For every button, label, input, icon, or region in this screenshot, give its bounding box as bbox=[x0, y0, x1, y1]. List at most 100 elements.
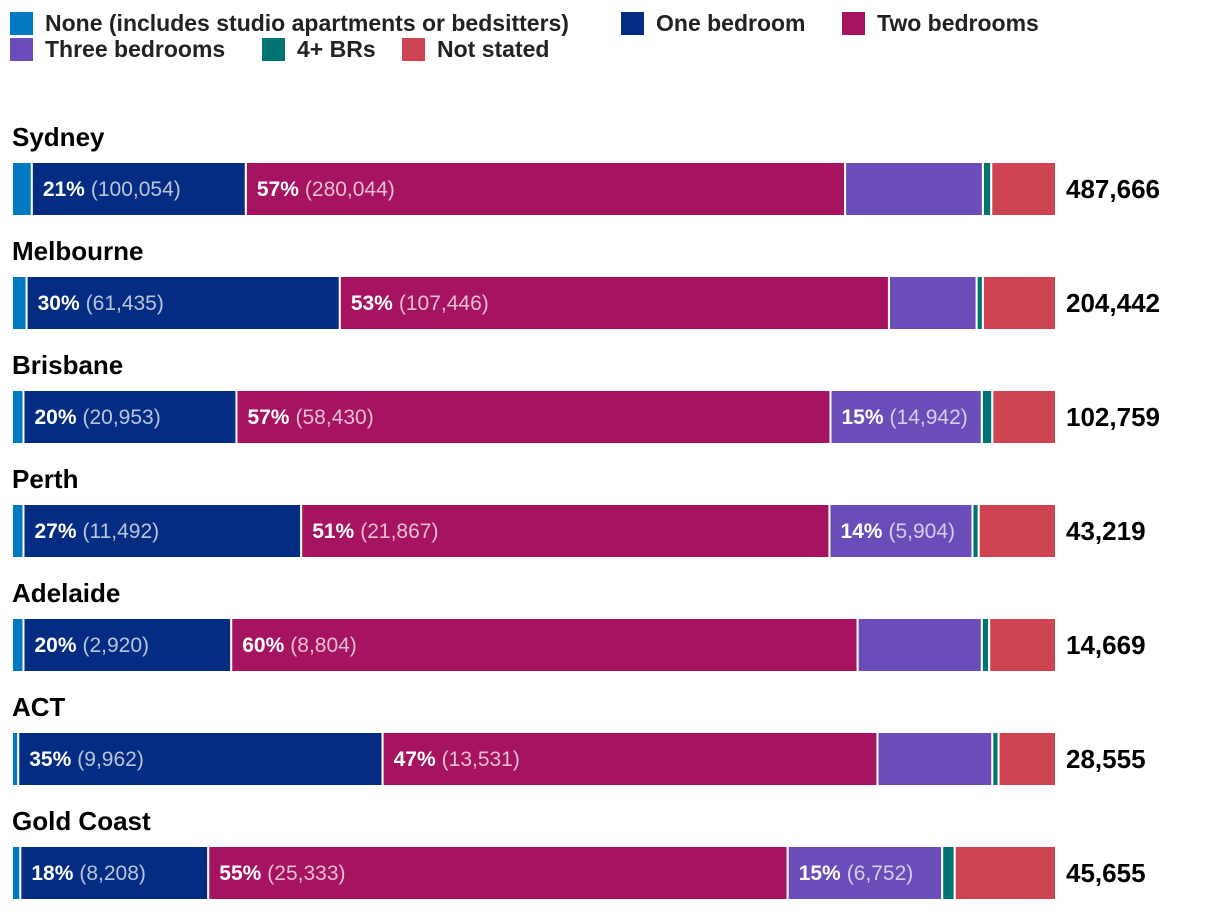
segment-count: (13,531) bbox=[442, 748, 520, 771]
segment-label: 30% (61,435) bbox=[38, 292, 164, 315]
bar-segment bbox=[207, 845, 789, 901]
bar-segment bbox=[17, 731, 384, 787]
bar-segment bbox=[11, 275, 28, 331]
legend-swatch bbox=[10, 12, 33, 35]
segment-percent: 57% bbox=[257, 178, 299, 201]
city-label: Adelaide bbox=[12, 578, 120, 608]
bar-total: 14,669 bbox=[1066, 630, 1146, 660]
legend-label: None (includes studio apartments or beds… bbox=[45, 10, 569, 36]
bar-segment bbox=[11, 503, 25, 559]
legend-swatch bbox=[402, 38, 425, 61]
bar-total: 45,655 bbox=[1066, 858, 1146, 888]
bar-segment bbox=[230, 617, 859, 673]
legend-item: Not stated bbox=[402, 36, 549, 63]
bar-segment bbox=[991, 389, 1058, 445]
segment-label: 57% (280,044) bbox=[257, 178, 395, 201]
bar-segment bbox=[22, 503, 303, 559]
segment-percent: 20% bbox=[34, 406, 76, 429]
city-label: Sydney bbox=[12, 122, 105, 152]
bar-segment bbox=[953, 845, 1057, 901]
bar-segment bbox=[22, 617, 233, 673]
bar-segment bbox=[988, 617, 1057, 673]
segment-percent: 51% bbox=[312, 520, 354, 543]
legend-item: Three bedrooms bbox=[10, 36, 225, 63]
bar-segment bbox=[828, 503, 974, 559]
segment-percent: 14% bbox=[840, 520, 882, 543]
bar-segment bbox=[981, 161, 993, 217]
segment-count: (14,942) bbox=[890, 406, 968, 429]
segment-percent: 15% bbox=[842, 406, 884, 429]
bar-segment bbox=[244, 161, 847, 217]
segment-count: (2,920) bbox=[83, 634, 150, 657]
legend-swatch bbox=[842, 12, 865, 35]
segment-count: (107,446) bbox=[399, 292, 489, 315]
segment-label: 18% (8,208) bbox=[31, 862, 146, 885]
bar-segment bbox=[887, 275, 978, 331]
segment-percent: 21% bbox=[43, 178, 85, 201]
bar-segment bbox=[11, 389, 25, 445]
segment-label: 20% (2,920) bbox=[34, 634, 149, 657]
segment-percent: 15% bbox=[799, 862, 841, 885]
segment-label: 21% (100,054) bbox=[43, 178, 181, 201]
segment-percent: 20% bbox=[34, 634, 76, 657]
segment-count: (20,953) bbox=[83, 406, 161, 429]
segment-label: 60% (8,804) bbox=[242, 634, 357, 657]
bar-segment bbox=[11, 845, 22, 901]
city-label: Gold Coast bbox=[12, 806, 151, 836]
legend-label: Three bedrooms bbox=[45, 36, 226, 62]
segment-percent: 18% bbox=[31, 862, 73, 885]
city-label: ACT bbox=[12, 692, 66, 722]
segment-label: 57% (58,430) bbox=[247, 406, 373, 429]
segment-label: 51% (21,867) bbox=[312, 520, 438, 543]
bar-segment bbox=[11, 161, 33, 217]
legend-label: 4+ BRs bbox=[297, 36, 376, 62]
legend-swatch bbox=[621, 12, 644, 35]
city-label: Perth bbox=[12, 464, 78, 494]
segment-count: (6,752) bbox=[847, 862, 914, 885]
segment-label: 55% (25,333) bbox=[219, 862, 345, 885]
segment-count: (61,435) bbox=[86, 292, 164, 315]
bar-segment bbox=[856, 617, 983, 673]
city-label: Melbourne bbox=[12, 236, 143, 266]
segment-label: 15% (14,942) bbox=[842, 406, 968, 429]
segment-percent: 60% bbox=[242, 634, 284, 657]
bar-segment bbox=[11, 617, 25, 673]
segment-percent: 35% bbox=[29, 748, 71, 771]
legend-item: None (includes studio apartments or beds… bbox=[10, 10, 569, 37]
segment-percent: 27% bbox=[34, 520, 76, 543]
segment-label: 14% (5,904) bbox=[840, 520, 955, 543]
segment-label: 15% (6,752) bbox=[799, 862, 914, 885]
bar-segment bbox=[981, 275, 1057, 331]
segment-count: (100,054) bbox=[91, 178, 181, 201]
bar-total: 28,555 bbox=[1066, 744, 1146, 774]
segment-count: (5,904) bbox=[888, 520, 955, 543]
segment-count: (8,208) bbox=[79, 862, 146, 885]
bar-segment bbox=[990, 161, 1058, 217]
bar-segment bbox=[844, 161, 984, 217]
segment-percent: 30% bbox=[38, 292, 80, 315]
bar-segment bbox=[19, 845, 210, 901]
segment-percent: 57% bbox=[247, 406, 289, 429]
segment-count: (25,333) bbox=[267, 862, 345, 885]
segment-label: 27% (11,492) bbox=[34, 520, 159, 543]
bar-segment bbox=[997, 731, 1058, 787]
bar-segment bbox=[876, 731, 994, 787]
segment-count: (280,044) bbox=[305, 178, 395, 201]
segment-count: (9,962) bbox=[77, 748, 144, 771]
segment-label: 47% (13,531) bbox=[394, 748, 520, 771]
segment-label: 20% (20,953) bbox=[34, 406, 160, 429]
segment-count: (11,492) bbox=[83, 520, 160, 543]
city-label: Brisbane bbox=[12, 350, 123, 380]
legend-item: 4+ BRs bbox=[262, 36, 376, 63]
bar-segment bbox=[30, 161, 247, 217]
segment-percent: 47% bbox=[394, 748, 436, 771]
bar-segment bbox=[941, 845, 956, 901]
bar-total: 487,666 bbox=[1066, 174, 1160, 204]
bar-segment bbox=[338, 275, 890, 331]
segment-count: (21,867) bbox=[360, 520, 438, 543]
segment-label: 53% (107,446) bbox=[351, 292, 489, 315]
legend-label: Not stated bbox=[437, 36, 550, 62]
legend-item: One bedroom bbox=[621, 10, 806, 37]
segment-count: (8,804) bbox=[290, 634, 357, 657]
